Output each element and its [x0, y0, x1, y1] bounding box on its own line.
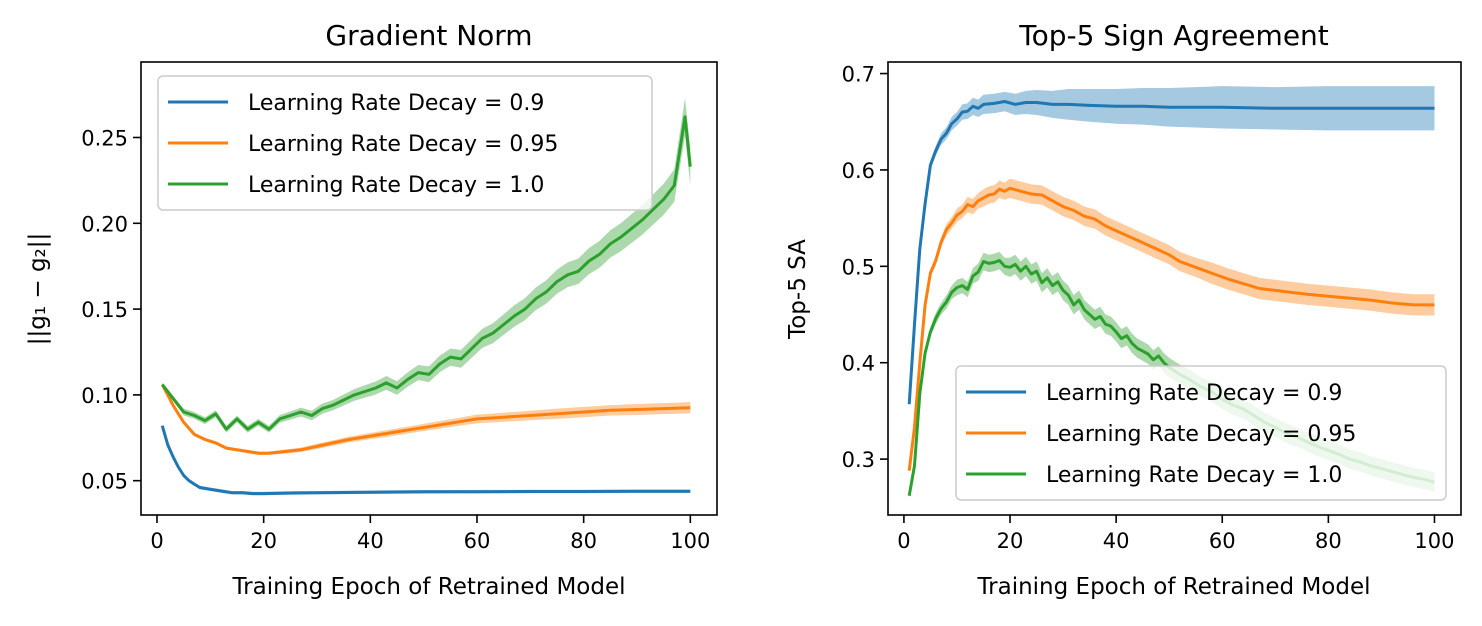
y-tick-label: 0.3: [842, 448, 875, 472]
series-band-1: [909, 178, 1435, 473]
legend-label-1: Learning Rate Decay = 0.95: [1046, 422, 1356, 447]
y-tick-label: 0.7: [842, 63, 875, 87]
y-axis-label: ||g₁ − g₂||: [25, 233, 51, 346]
legend-box: [157, 75, 653, 211]
axis-ticks: 0 20 40 60 80 100 0.05 0.10 0.15 0.20 0.25: [81, 127, 710, 554]
y-tick-label: 0.4: [842, 352, 875, 376]
axes-frame: [140, 61, 718, 516]
axis-ticks: 0 20 40 60 80 100 0.3 0.4 0.5 0.6 0.7: [842, 63, 1455, 553]
series-band-0: [162, 424, 691, 496]
y-tick-label: 0.25: [81, 127, 128, 151]
y-tick-label: 0.10: [81, 384, 128, 408]
legend-label-2: Learning Rate Decay = 1.0: [248, 173, 544, 198]
series-line-2: [161, 115, 692, 431]
legend-box: [955, 365, 1447, 501]
x-tick-label: 20: [997, 529, 1024, 553]
x-tick-label: 60: [464, 529, 491, 553]
x-tick-label: 40: [357, 529, 384, 553]
x-tick-label: 80: [1315, 529, 1342, 553]
x-tick-label: 100: [670, 529, 710, 553]
series-band-0: [909, 86, 1435, 408]
x-tick-label: 60: [1209, 529, 1236, 553]
chart-title: Top-5 Sign Agreement: [1018, 19, 1329, 52]
y-tick-label: 0.5: [842, 255, 875, 279]
legend-label-1: Learning Rate Decay = 0.95: [248, 132, 558, 157]
legend-label-0: Learning Rate Decay = 0.9: [248, 91, 544, 116]
axes-frame: [887, 61, 1462, 516]
x-tick-label: 100: [1414, 529, 1454, 553]
x-tick-label: 80: [570, 529, 597, 553]
y-tick-label: 0.15: [81, 298, 128, 322]
y-tick-label: 0.05: [81, 470, 128, 494]
legend-label-2: Learning Rate Decay = 1.0: [1046, 463, 1342, 488]
plot-area: [160, 98, 692, 496]
top5-sign-agreement-chart: Top-5 Sign Agreement 0 20 40 60 80 1000.30.40…: [785, 19, 1462, 600]
chart-title: Gradient Norm: [325, 19, 532, 52]
legend-label-0: Learning Rate Decay = 0.9: [1046, 381, 1342, 406]
x-tick-label: 40: [1103, 529, 1130, 553]
legend: Learning Rate Decay = 0.9 Learning Rate D…: [955, 365, 1447, 501]
gradient-norm-chart: Gradient Norm 0 20 40 60 80 100 0.05 0.10 0.15 0.…: [25, 19, 718, 600]
series-line-1: [907, 186, 1435, 471]
x-axis-label: Training Epoch of Retrained Model: [976, 574, 1370, 600]
x-tick-label: 0: [150, 529, 163, 553]
y-tick-label: 0.20: [81, 212, 128, 236]
y-tick-label: 0.6: [842, 159, 875, 183]
series-line-0: [907, 100, 1435, 405]
x-tick-label: 20: [250, 529, 277, 553]
y-axis-label: Top-5 SA: [785, 239, 811, 340]
x-axis-label: Training Epoch of Retrained Model: [231, 574, 625, 600]
x-tick-label: 0: [897, 529, 910, 553]
legend: Learning Rate Decay = 0.9 Learning Rate D…: [157, 75, 653, 211]
series-line-0: [160, 425, 691, 496]
series-line-1: [160, 383, 691, 455]
series-band-1: [162, 382, 691, 455]
